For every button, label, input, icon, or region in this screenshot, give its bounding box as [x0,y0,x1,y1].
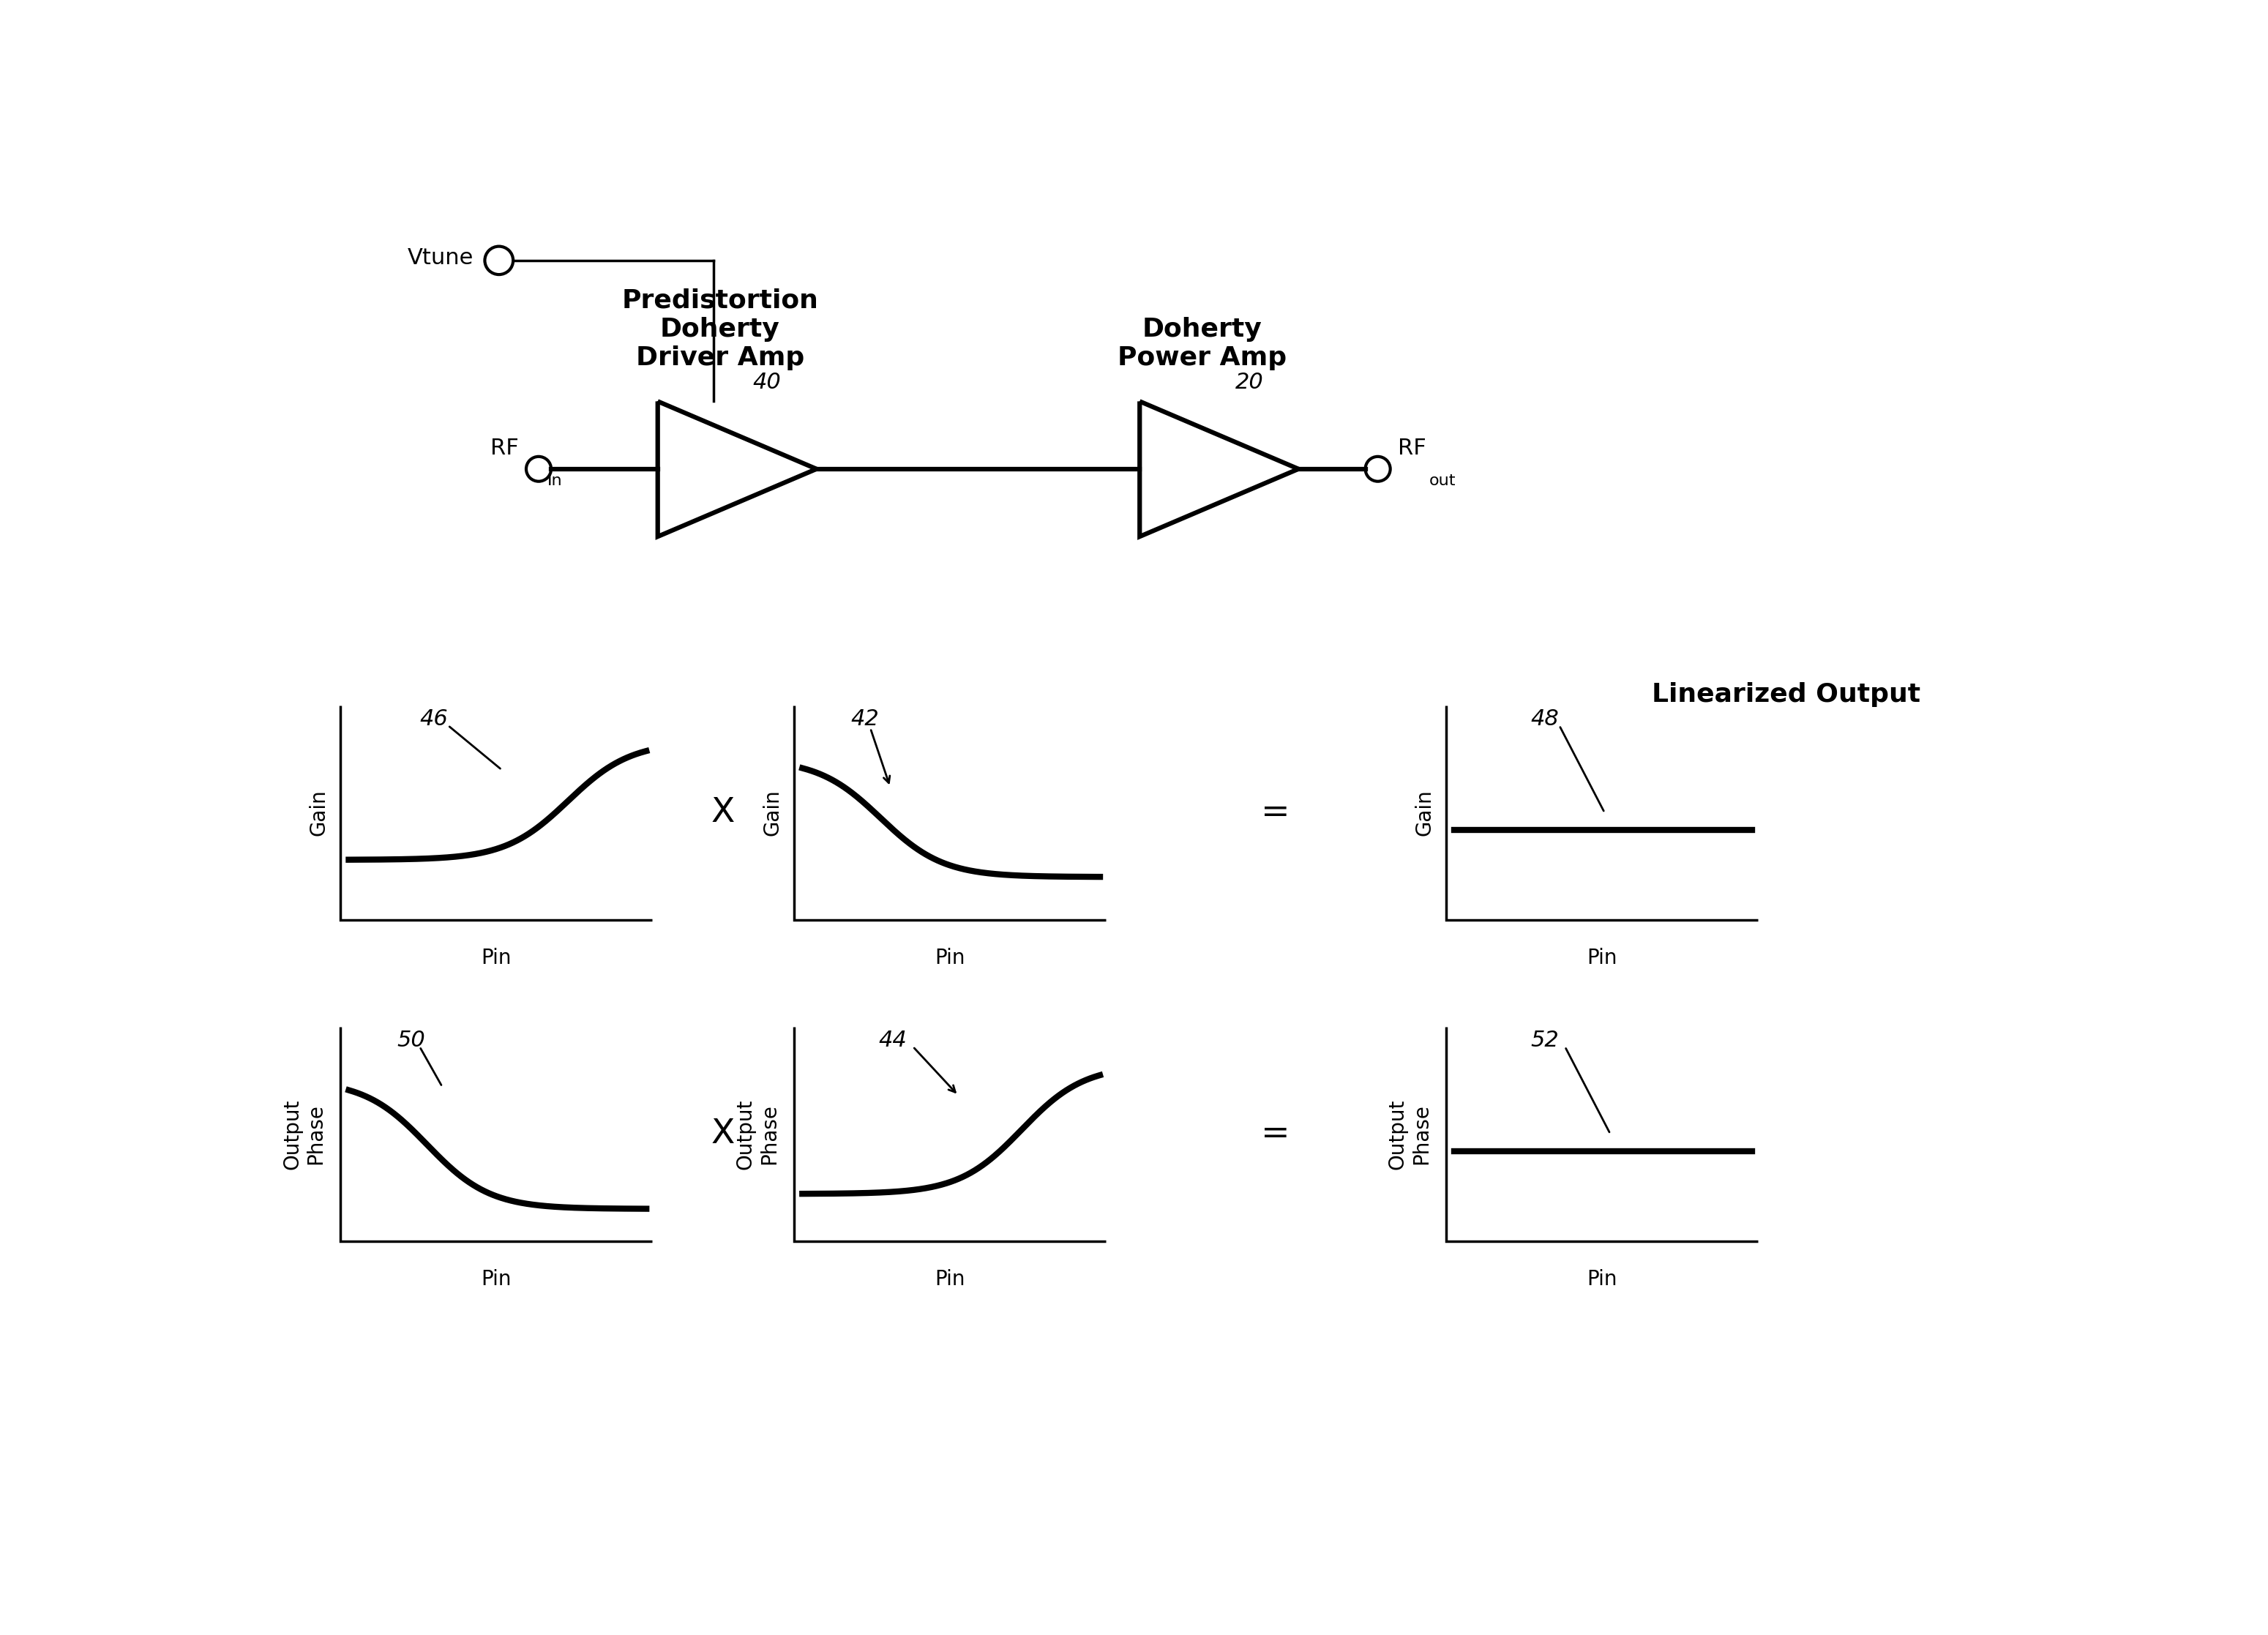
Text: 48: 48 [1531,708,1560,729]
Text: Gain: Gain [1413,790,1433,835]
Text: Gain: Gain [308,790,329,835]
Text: =: = [1261,796,1290,829]
Text: 52: 52 [1531,1030,1560,1051]
Text: 20: 20 [1234,371,1263,392]
Text: 42: 42 [850,708,880,729]
Text: Pin: Pin [481,948,510,968]
Text: Output
Phase: Output Phase [735,1099,780,1169]
Text: Output
Phase: Output Phase [1388,1099,1431,1169]
Text: Gain: Gain [762,790,782,835]
Text: =: = [1261,1117,1290,1151]
Text: 44: 44 [878,1030,907,1051]
Text: Linearized Output: Linearized Output [1651,682,1921,706]
Text: In: In [547,474,562,489]
Text: RF: RF [490,438,519,459]
Text: 46: 46 [420,708,449,729]
Text: X: X [712,1117,735,1151]
Text: 50: 50 [397,1030,426,1051]
Text: Doherty
Power Amp: Doherty Power Amp [1118,317,1286,371]
Text: Pin: Pin [934,948,964,968]
Text: Vtune: Vtune [408,247,474,268]
Text: X: X [712,796,735,829]
Text: Pin: Pin [934,1269,964,1290]
Text: RF: RF [1397,438,1427,459]
Text: Output
Phase: Output Phase [281,1099,327,1169]
Text: Pin: Pin [1588,948,1617,968]
Text: out: out [1429,474,1456,489]
Text: Pin: Pin [481,1269,510,1290]
Text: Predistortion
Doherty
Driver Amp: Predistortion Doherty Driver Amp [621,288,819,371]
Text: 40: 40 [753,371,782,392]
Text: Pin: Pin [1588,1269,1617,1290]
